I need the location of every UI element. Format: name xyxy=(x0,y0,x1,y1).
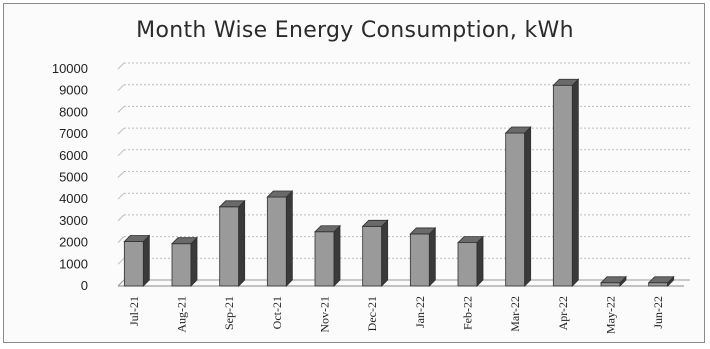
gridline-depth xyxy=(118,215,124,221)
bar xyxy=(220,201,245,286)
bar-side xyxy=(525,127,531,286)
bar xyxy=(553,79,578,286)
bar-front xyxy=(124,242,143,286)
x-tick-label: Jun-22 xyxy=(651,296,665,329)
gridline-depth xyxy=(118,85,124,91)
bar-front xyxy=(410,234,429,286)
bar-front xyxy=(458,243,477,286)
bar xyxy=(458,237,483,286)
y-tick-label: 6000 xyxy=(59,148,88,163)
bar-front xyxy=(553,85,572,286)
y-tick-label: 5000 xyxy=(59,170,88,185)
bar xyxy=(649,277,674,286)
bar-front xyxy=(315,232,334,286)
gridline-depth xyxy=(118,258,124,264)
y-tick-label: 8000 xyxy=(59,104,88,119)
bar-front xyxy=(363,226,382,286)
bar-side xyxy=(429,228,435,286)
x-tick-label: Jan-22 xyxy=(413,296,427,328)
y-tick-label: 9000 xyxy=(59,83,88,98)
bar-front xyxy=(601,283,620,286)
bar-front xyxy=(506,133,525,286)
gridline-depth xyxy=(118,150,124,156)
x-tick-label: Feb-22 xyxy=(461,296,475,330)
bar-side xyxy=(572,79,578,286)
gridline-depth xyxy=(118,106,124,112)
bar-front xyxy=(267,197,286,286)
x-tick-label: Jul-21 xyxy=(127,296,141,326)
bar xyxy=(315,226,340,286)
bar-side xyxy=(143,236,149,286)
x-tick-label: Oct-21 xyxy=(270,296,284,329)
gridline-depth xyxy=(118,237,124,243)
x-tick-label: Nov-21 xyxy=(318,296,332,333)
bar xyxy=(172,238,197,286)
gridline-depth xyxy=(118,128,124,134)
y-tick-label: 7000 xyxy=(59,126,88,141)
x-tick-label: Sep-21 xyxy=(222,296,236,330)
y-tick-label: 3000 xyxy=(59,213,88,228)
bar-side xyxy=(382,220,388,286)
y-tick-label: 0 xyxy=(81,278,88,293)
x-tick-label: Aug-21 xyxy=(175,296,189,333)
x-tick-label: Apr-22 xyxy=(556,296,570,330)
bar-side xyxy=(477,237,483,286)
bar-front xyxy=(649,283,668,286)
bar xyxy=(506,127,531,286)
bar-side xyxy=(334,226,340,286)
x-tick-label: May-22 xyxy=(604,296,618,334)
bar-front xyxy=(172,244,191,286)
bar xyxy=(363,220,388,286)
gridline-depth xyxy=(118,63,124,69)
gridline-depth xyxy=(118,172,124,178)
bar-front xyxy=(220,207,239,286)
bar-side xyxy=(239,201,245,286)
y-tick-label: 1000 xyxy=(59,256,88,271)
y-tick-label: 4000 xyxy=(59,191,88,206)
y-tick-label: 2000 xyxy=(59,235,88,250)
x-tick-label: Mar-22 xyxy=(508,296,522,332)
bar-side xyxy=(191,238,197,286)
y-tick-label: 10000 xyxy=(52,61,88,76)
gridline-depth xyxy=(118,193,124,199)
x-tick-label: Dec-21 xyxy=(365,296,379,331)
bar-side xyxy=(286,191,292,286)
bar xyxy=(124,236,149,286)
bar xyxy=(410,228,435,286)
bar xyxy=(267,191,292,286)
bar xyxy=(601,277,626,286)
